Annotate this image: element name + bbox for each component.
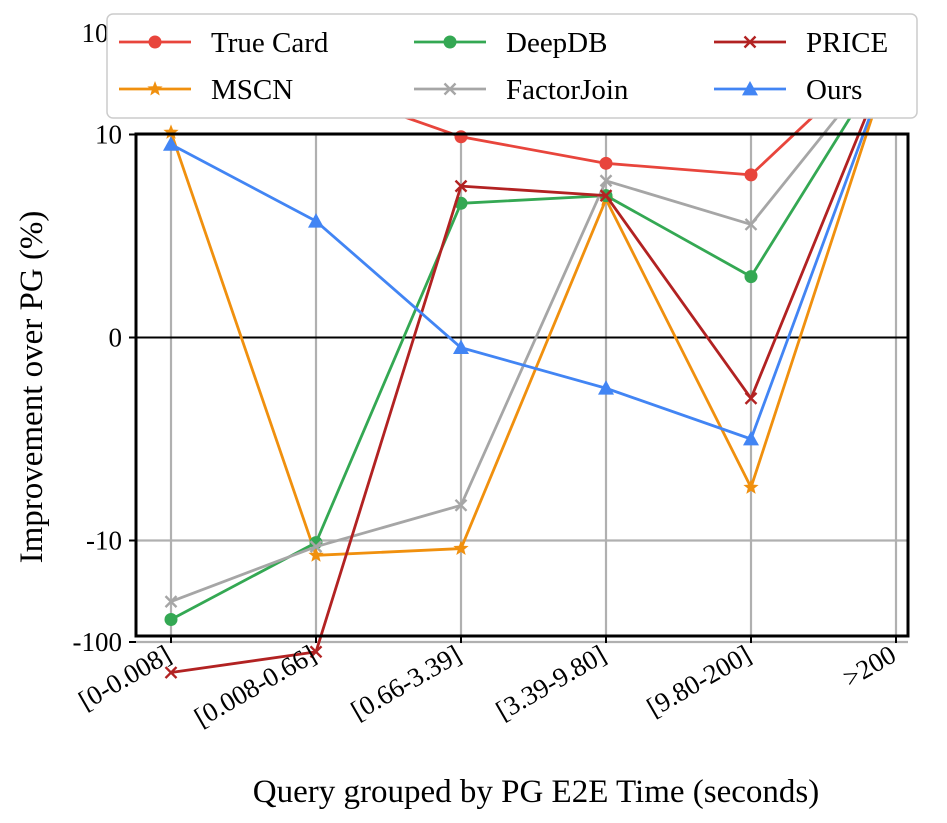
legend-marker bbox=[443, 82, 457, 96]
data-point-price bbox=[744, 392, 758, 405]
legend-label: MSCN bbox=[211, 74, 293, 106]
legend-item-price: PRICE bbox=[714, 27, 888, 59]
data-point-ours bbox=[598, 380, 614, 395]
legend-label: DeepDB bbox=[506, 27, 607, 59]
data-point-true-card bbox=[599, 156, 613, 170]
legend-label: FactorJoin bbox=[506, 74, 629, 106]
x-tick-label: [3.39-9.80] bbox=[491, 639, 611, 726]
series-line-ours bbox=[170, 45, 898, 441]
legend-item-mscn: MSCN bbox=[119, 74, 293, 106]
data-point-true-card bbox=[744, 168, 758, 182]
y-axis-label: Improvement over PG (%) bbox=[14, 211, 50, 564]
legend-item-true-card: True Card bbox=[119, 27, 329, 59]
series-line-mscn bbox=[169, 43, 898, 557]
legend-label: True Card bbox=[211, 27, 329, 59]
data-point-mscn bbox=[308, 547, 324, 562]
legend-box bbox=[106, 13, 918, 119]
data-point-price bbox=[164, 666, 178, 679]
x-axis-label: Query grouped by PG E2E Time (seconds) bbox=[253, 774, 819, 810]
data-point-mscn bbox=[743, 479, 759, 494]
legend: True Card MSCN DeepDB FactorJoin PRICE Ours bbox=[106, 13, 918, 119]
legend-item-factorjoin: FactorJoin bbox=[414, 74, 629, 106]
y-tick-label: 0 bbox=[109, 323, 123, 353]
legend-label: Ours bbox=[806, 74, 862, 106]
legend-marker bbox=[443, 35, 457, 49]
legend-marker bbox=[147, 81, 163, 96]
data-point-ours bbox=[453, 339, 469, 355]
legend-marker bbox=[742, 81, 758, 96]
series-line-price bbox=[170, 42, 898, 674]
y-tick-label: 10 bbox=[95, 120, 122, 150]
data-point-factorjoin bbox=[454, 498, 468, 512]
x-tick-label: [0.008-0.66] bbox=[189, 639, 321, 732]
series-factorjoin bbox=[164, 37, 903, 608]
data-point-ours bbox=[308, 213, 324, 228]
legend-label: PRICE bbox=[806, 27, 888, 59]
data-point-factorjoin bbox=[164, 595, 178, 608]
data-point-ours bbox=[743, 431, 759, 446]
x-tick-label: >200 bbox=[838, 639, 901, 693]
data-point-factorjoin bbox=[309, 540, 323, 554]
x-tick-label: [9.80-200] bbox=[642, 639, 756, 722]
y-tick-label: -10 bbox=[86, 526, 122, 556]
series-lines bbox=[163, 32, 904, 679]
data-point-price bbox=[599, 189, 613, 202]
data-point-price bbox=[454, 179, 468, 193]
data-point-price bbox=[309, 645, 323, 659]
data-point-deepdb bbox=[744, 270, 758, 284]
y-tick-label: -100 bbox=[73, 627, 123, 657]
legend-marker bbox=[148, 35, 162, 49]
series-ours bbox=[163, 37, 904, 446]
data-point-factorjoin bbox=[599, 174, 613, 188]
series-line-factorjoin bbox=[170, 43, 898, 603]
legend-marker bbox=[743, 35, 757, 49]
data-point-ours bbox=[163, 136, 179, 151]
x-axis-ticks: [0-0.008] [0.008-0.66] [0.66-3.39] [3.39-9.… bbox=[73, 636, 901, 733]
data-point-deepdb bbox=[164, 612, 178, 626]
data-point-factorjoin bbox=[744, 218, 758, 231]
series-line-deepdb bbox=[170, 43, 898, 621]
plot-frame bbox=[134, 132, 910, 638]
data-point-mscn bbox=[453, 540, 469, 556]
data-point-mscn bbox=[163, 124, 179, 139]
x-tick-label: [0.66-3.39] bbox=[346, 639, 466, 726]
legend-item-deepdb: DeepDB bbox=[414, 27, 607, 59]
data-point-true-card bbox=[454, 130, 468, 144]
legend-item-ours: Ours bbox=[714, 74, 862, 106]
